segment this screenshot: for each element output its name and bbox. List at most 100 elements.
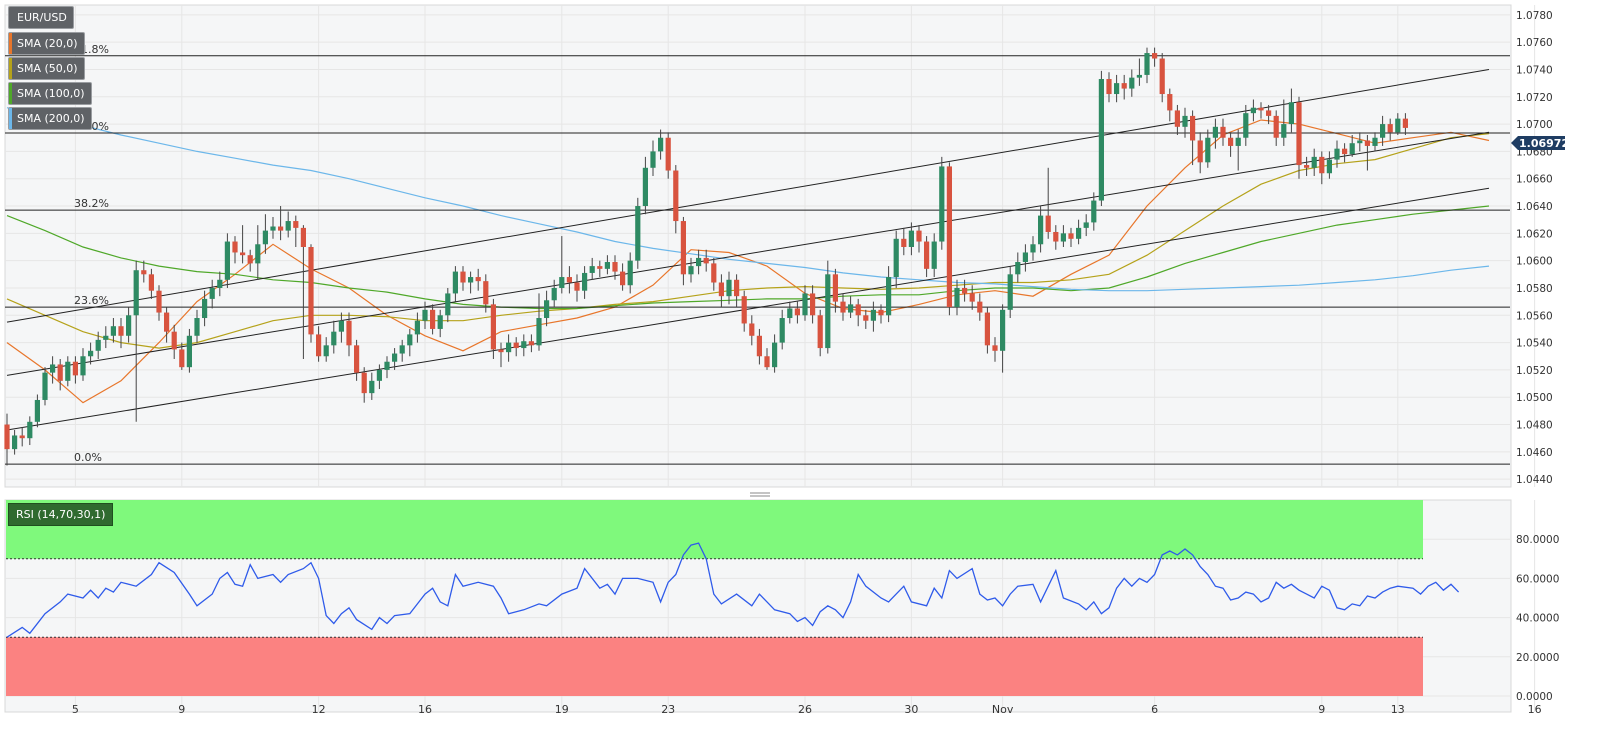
candle-body [1212,126,1218,138]
candle-body [954,287,960,308]
price-tick-label: 1.0480 [1516,420,1553,432]
bullish-candle [407,328,413,357]
candle-body [1334,148,1340,160]
candle-body [490,304,496,350]
candle-body [1402,118,1408,128]
candle-body [110,326,116,336]
bearish-candle [57,358,63,391]
bearish-candle [1197,132,1203,174]
bearish-candle [840,293,846,321]
bullish-candle [1098,70,1104,207]
rsi-legend[interactable]: RSI (14,70,30,1) [9,504,113,525]
legend-sma-100[interactable]: SMA (100,0) [9,83,91,104]
bearish-candle [969,285,975,310]
candle-body [863,315,869,321]
legend-sma-100-label: SMA (100,0) [17,87,85,100]
bullish-candle [27,416,33,446]
legend-sma-200-label: SMA (200,0) [17,112,85,125]
candle-body [1357,140,1363,144]
panel-resize-handle[interactable] [750,492,770,497]
bullish-candle [202,290,208,327]
candle-body [946,166,952,308]
bullish-candle [399,339,405,362]
candle-body [1220,126,1226,138]
bullish-candle [893,230,899,288]
price-tick-label: 1.0700 [1516,119,1553,131]
candle-body [1296,102,1302,166]
bearish-candle [734,274,740,308]
candle-body [392,353,398,362]
bullish-candle [559,236,565,294]
candle-body [278,226,284,231]
bullish-candle [452,266,458,302]
bullish-candle [338,312,344,343]
price-tick-label: 1.0720 [1516,92,1553,104]
candle-body [42,372,48,400]
candle-body [376,369,382,381]
sma-line-50 [6,133,1490,349]
bullish-candle [1076,219,1082,245]
bearish-candle [962,279,968,302]
candle-body [293,221,299,228]
bearish-candle [1228,132,1234,157]
bearish-candle [1296,96,1302,179]
candle-body [430,309,436,329]
bullish-candle [414,312,420,343]
bearish-candle [1402,113,1408,136]
bearish-candle [308,244,314,343]
candle-body [658,137,664,152]
bullish-candle [604,255,610,275]
candle-body [1038,215,1044,245]
legend-sma-20[interactable]: SMA (20,0) [9,33,84,54]
bearish-candle [1121,74,1127,100]
symbol-label[interactable]: EUR/USD [9,7,73,28]
candle-body [331,331,337,346]
candle-body [680,221,686,275]
bearish-candle [361,367,367,403]
bullish-candle [80,348,86,381]
candle-body [475,277,481,282]
candle-body [1068,233,1074,239]
price-panel-background [4,4,1512,488]
candle-body [962,287,968,294]
candle-body [437,315,443,329]
bearish-candle [1190,110,1196,166]
candle-body [270,226,276,231]
bearish-candle [247,249,253,272]
candle-body [977,301,983,313]
bullish-candle [1136,58,1142,86]
candle-body [840,301,846,313]
time-tick-label: 26 [798,703,812,716]
price-tick-label: 1.0520 [1516,365,1553,377]
bearish-candle [148,268,154,299]
bullish-candle [886,266,892,323]
candle-body [118,326,124,336]
candle-body [34,399,40,422]
bullish-candle [1235,129,1241,171]
bullish-candle [95,331,101,359]
bullish-candle [1212,118,1218,149]
fibonacci-label: 0.0% [74,451,102,464]
bearish-candle [612,255,618,280]
legend-sma-50-label: SMA (50,0) [17,62,78,75]
rsi-tick-label: 80.0000 [1516,534,1559,546]
bullish-candle [1334,140,1340,168]
candle-body [1319,156,1325,174]
bullish-candle [88,342,94,365]
bullish-candle [1281,99,1287,146]
bearish-candle [597,260,603,278]
bearish-candle [1266,104,1272,125]
bullish-candle [1000,304,1006,373]
bullish-candle [650,140,656,176]
bearish-candle [810,285,816,324]
candle-body [1205,137,1211,163]
legend-sma-200[interactable]: SMA (200,0) [9,108,91,129]
candle-body [1007,274,1013,310]
bearish-candle [1045,167,1051,239]
time-tick-label: 5 [72,703,79,716]
candle-body [1387,124,1393,133]
bullish-candle [1205,129,1211,168]
bullish-candle [658,129,664,160]
legend-sma-50[interactable]: SMA (50,0) [9,58,84,79]
